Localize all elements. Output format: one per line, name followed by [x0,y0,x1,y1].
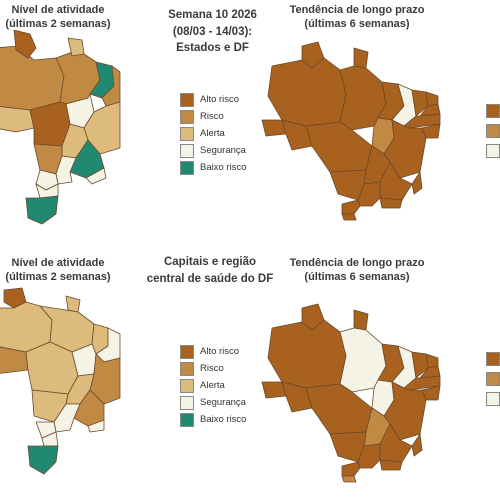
top-center-title-line1: Semana 10 2026 [168,9,257,21]
top-trend-title-line2: (últimas 6 semanas) [304,18,410,30]
top-activity-title-line2: (últimas 2 semanas) [5,18,111,30]
legend-swatch [180,413,194,427]
top-center-title-line2: (08/03 - 14/03): [172,25,253,38]
bottom-trend-map [261,303,441,483]
legend-label: Segurança [200,145,246,156]
state-pr [341,199,361,215]
state-ap [353,309,369,331]
trend-legend-swatch [486,124,500,138]
state-ap [353,47,369,69]
state-ro [281,381,313,413]
state-rr [13,29,37,59]
top-trend-map [261,41,441,221]
state-am [0,45,65,111]
legend-label: Alerta [200,380,225,391]
legend-swatch [180,379,194,393]
legend-label: Risco [200,111,224,122]
state-ro [281,119,313,151]
bottom-center-title: Capitais e região central de saúde do DF [140,254,280,287]
state-es [411,171,423,195]
state-rj [379,197,403,209]
bottom-activity-title-line2: (últimas 2 semanas) [5,271,111,283]
trend-legend-swatch [486,372,500,386]
top-trend-title: Tendência de longo prazo (últimas 6 sema… [282,3,432,31]
state-rs [27,445,59,475]
state-rj [87,419,105,433]
state-rn [425,353,439,369]
state-sc [35,183,59,199]
legend-label: Alto risco [200,94,240,105]
legend-label: Segurança [200,397,246,408]
legend-label: Alto risco [200,346,240,357]
legend-swatch [180,127,194,141]
legend-swatch [180,362,194,376]
bottom-trend-title-line2: (últimas 6 semanas) [304,271,410,283]
state-rj [379,459,403,471]
state-rj [85,167,107,185]
top-activity-title-line1: Nível de atividade [11,4,105,16]
legend-label: Baixo risco [200,162,247,173]
bottom-activity-title: Nível de atividade (últimas 2 semanas) [2,256,114,284]
state-sc [341,475,357,483]
bottom-trend-title-line1: Tendência de longo prazo [289,257,425,269]
state-pr [341,461,361,477]
legend-swatch [180,345,194,359]
legend-label: Baixo risco [200,414,247,425]
legend-swatch [180,161,194,175]
top-trend-title-line1: Tendência de longo prazo [289,4,425,16]
bottom-activity-title-line1: Nível de atividade [11,257,105,269]
legend-swatch [180,110,194,124]
state-ap [67,37,85,57]
top-center-title-line3: Estados e DF [176,42,249,54]
legend-label: Alerta [200,128,225,139]
state-sc [341,213,357,221]
top-center-title: Semana 10 2026 (08/03 - 14/03): Estados … [150,7,275,57]
state-mt [305,383,373,435]
legend-swatch [180,93,194,107]
legend-swatch [180,396,194,410]
bottom-trend-legend [486,352,500,406]
state-am [267,319,347,389]
state-mt [305,121,373,173]
state-ro [0,106,35,133]
trend-legend-swatch [486,352,500,366]
bottom-center-title-line1: Capitais e região [163,256,257,268]
legend-label: Risco [200,363,224,374]
legend-swatch [180,144,194,158]
top-trend-legend [486,104,500,158]
top-activity-map [0,29,121,225]
state-es [411,433,423,457]
state-am [267,57,347,127]
top-activity-legend: Alto risco Risco Alerta Segurança Baixo … [180,93,270,175]
trend-legend-swatch [486,104,500,118]
bottom-activity-legend: Alto risco Risco Alerta Segurança Baixo … [180,345,270,427]
bottom-activity-map [0,287,121,475]
state-rn [425,91,439,107]
trend-legend-swatch [486,392,500,406]
state-rs [25,195,59,225]
state-ap [65,295,81,313]
bottom-center-title-line2: central de saúde do DF [146,272,274,285]
trend-legend-swatch [486,144,500,158]
top-activity-title: Nível de atividade (últimas 2 semanas) [2,3,114,31]
bottom-trend-title: Tendência de longo prazo (últimas 6 sema… [282,256,432,284]
